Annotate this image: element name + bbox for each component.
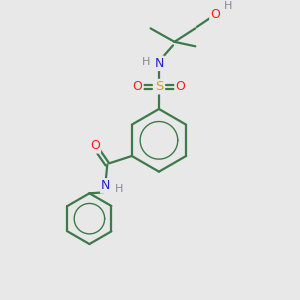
Text: O: O [176, 80, 185, 93]
Text: H: H [142, 57, 151, 67]
Text: N: N [154, 57, 164, 70]
Text: O: O [210, 8, 220, 21]
Text: H: H [224, 1, 232, 11]
Text: O: O [90, 139, 100, 152]
Text: H: H [115, 184, 124, 194]
Text: S: S [155, 80, 163, 93]
Text: O: O [133, 80, 142, 93]
Text: N: N [101, 179, 110, 192]
